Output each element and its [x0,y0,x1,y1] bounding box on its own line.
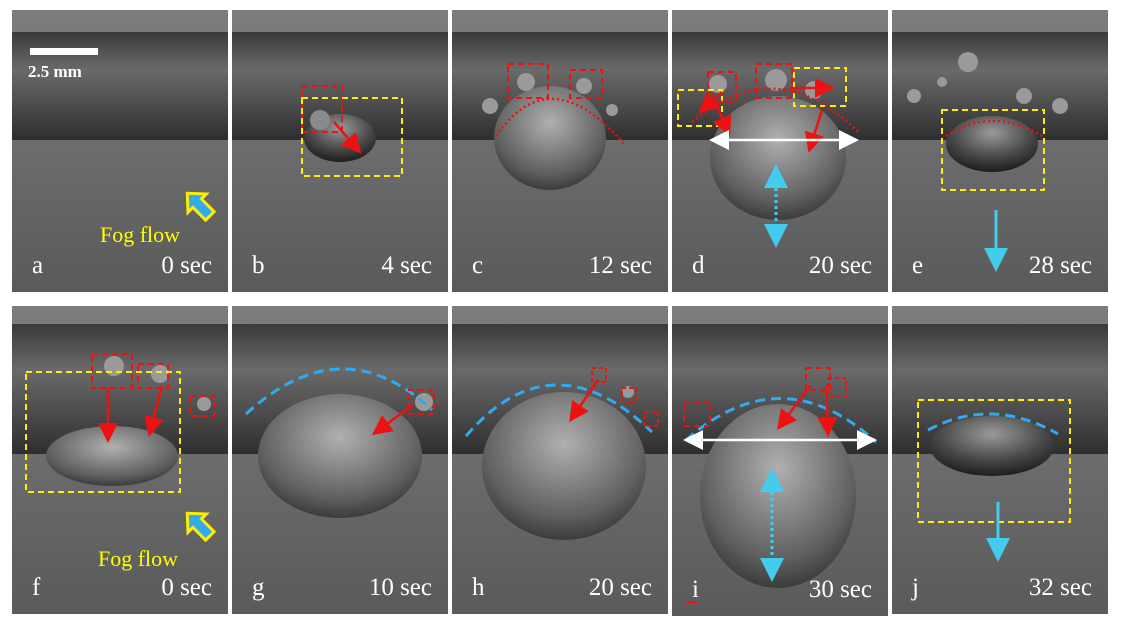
scale-bar-label: 2.5 mm [28,62,82,81]
fiber-background [12,10,228,292]
panel-letter: i [692,576,699,603]
panel-time: 12 sec [588,252,652,279]
panel-b: b 4 sec [232,10,448,292]
fog-arrow-icon [185,191,217,223]
panel-letter: d [692,252,705,279]
panel-c: c 12 sec [452,10,668,292]
panel-i: i 30 sec [672,306,888,616]
annotations [244,367,435,435]
annotations [301,85,403,177]
fog-arrow-icon [185,511,217,543]
annotations [917,399,1071,562]
panel-letter: h [472,574,485,601]
panel-time: 4 sec [381,252,432,279]
panel-time: 28 sec [1028,252,1092,279]
fiber-background [232,306,448,614]
panel-g: g 10 sec [232,306,448,614]
fiber-background [452,10,668,292]
panel-letter: j [912,574,919,601]
fog-flow-label: Fog flow [98,546,179,571]
annotations [464,367,659,437]
panel-a: 2.5 mm Fog flow a 0 sec [12,10,228,292]
panel-time: 20 sec [808,252,872,279]
panel-letter: g [252,574,265,601]
fiber-background [892,306,1108,614]
fiber-background [232,10,448,292]
fiber-background [452,306,668,614]
panel-time: 0 sec [161,252,212,279]
panel-time: 20 sec [588,574,652,601]
panel-letter: f [32,574,41,601]
panel-time: 32 sec [1028,574,1092,601]
fiber-background [672,10,888,292]
annotations [683,367,878,603]
annotations [494,63,625,145]
panel-d: d 20 sec [672,10,888,292]
panel-j: j 32 sec [892,306,1108,614]
panel-time: 10 sec [368,574,432,601]
panel-letter: b [252,252,265,279]
panel-f: Fog flow f 0 sec [12,306,228,614]
panel-time: 30 sec [808,576,872,603]
panel-letter: a [32,252,44,279]
panel-h: h 20 sec [452,306,668,614]
panel-e: e 28 sec [892,10,1108,292]
panel-time: 0 sec [161,574,212,601]
panel-letter: e [912,252,924,279]
annotations [25,353,217,543]
scale-bar [30,48,98,55]
fiber-background [892,10,1108,292]
panel-letter: c [472,252,484,279]
fog-flow-label: Fog flow [100,222,181,247]
annotations [677,63,861,248]
annotations [941,109,1045,272]
fiber-background [12,306,228,614]
